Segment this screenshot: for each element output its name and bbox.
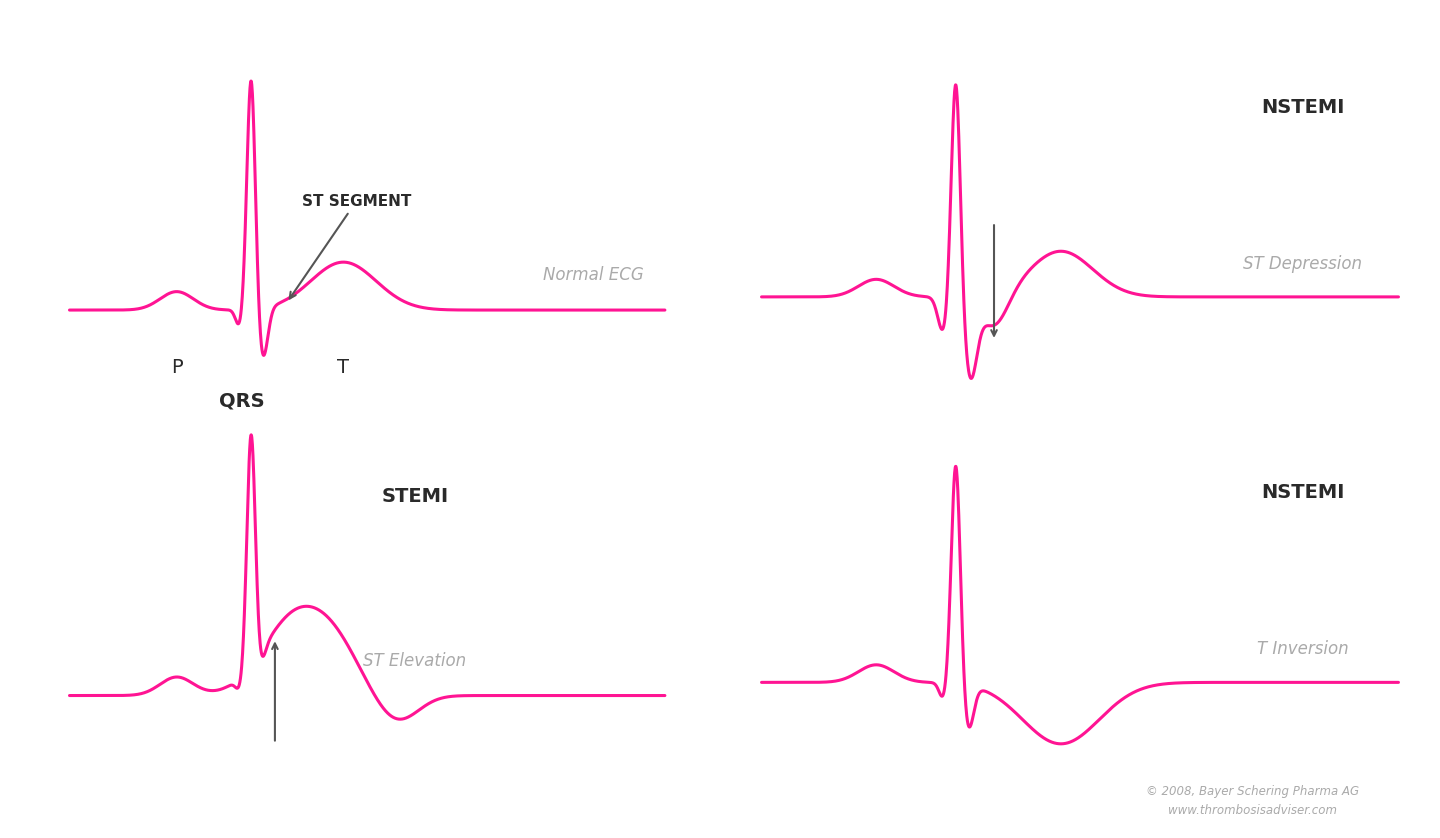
Text: © 2008, Bayer Schering Pharma AG
www.thrombosisadviser.com: © 2008, Bayer Schering Pharma AG www.thr…	[1146, 785, 1359, 817]
Text: NSTEMI: NSTEMI	[1261, 97, 1345, 116]
Text: P: P	[171, 358, 183, 377]
Text: T: T	[337, 358, 350, 377]
Text: STEMI: STEMI	[382, 487, 448, 506]
Text: ST Depression: ST Depression	[1243, 255, 1362, 272]
Text: Normal ECG: Normal ECG	[543, 266, 644, 284]
Text: NSTEMI: NSTEMI	[1261, 483, 1345, 502]
Text: T Inversion: T Inversion	[1257, 640, 1349, 658]
Text: QRS: QRS	[219, 391, 265, 410]
Text: ST SEGMENT: ST SEGMENT	[289, 194, 410, 298]
Text: ST Elevation: ST Elevation	[363, 651, 467, 670]
